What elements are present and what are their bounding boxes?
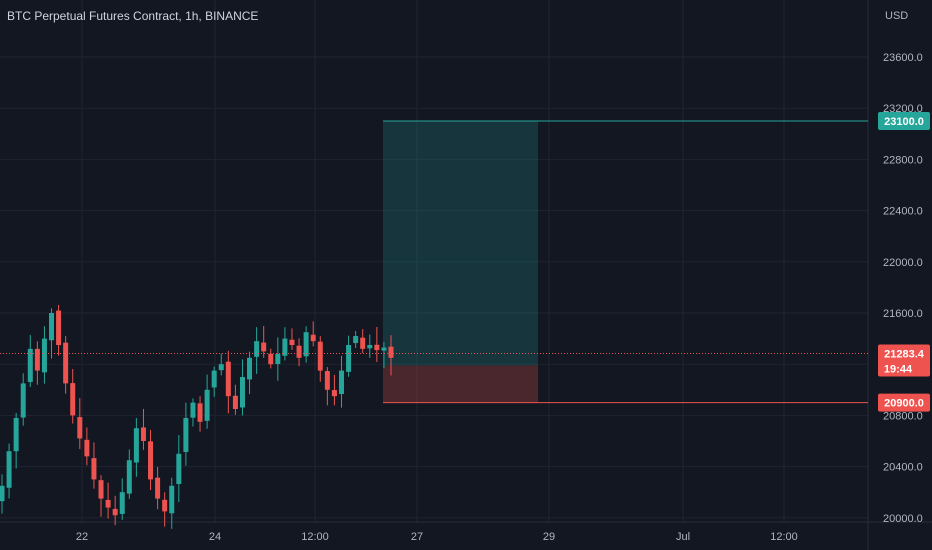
candle-body bbox=[353, 336, 359, 344]
y-tick-label: 20000.0 bbox=[883, 513, 923, 525]
candle-body bbox=[331, 390, 337, 397]
candle-body bbox=[105, 499, 111, 508]
x-tick-label: 12:00 bbox=[301, 531, 329, 543]
stop-price-label: 20900.0 bbox=[884, 398, 924, 410]
x-tick-label: Jul bbox=[676, 531, 690, 543]
y-tick-label: 20800.0 bbox=[883, 410, 923, 422]
candle-body bbox=[197, 403, 203, 422]
x-tick-label: 22 bbox=[76, 531, 88, 543]
candle-body bbox=[119, 492, 125, 514]
price-axis[interactable]: USD 20000.020400.020800.021200.021600.02… bbox=[883, 10, 923, 525]
candle-body bbox=[84, 439, 90, 457]
candle-body bbox=[91, 458, 97, 480]
candle-body bbox=[324, 371, 330, 390]
currency-label: USD bbox=[885, 10, 908, 22]
candle-body bbox=[49, 313, 55, 341]
candle-body bbox=[70, 383, 76, 416]
candle-body bbox=[155, 477, 161, 499]
candle-body bbox=[34, 348, 40, 371]
target-price-badge bbox=[878, 112, 930, 130]
candle-body bbox=[27, 348, 33, 382]
candle-body bbox=[126, 460, 132, 494]
candle-body bbox=[13, 417, 19, 452]
chart-title: BTC Perpetual Futures Contract, 1h, BINA… bbox=[7, 9, 259, 23]
target-price-label: 23100.0 bbox=[884, 116, 924, 128]
price-badges: 23100.0 21283.4 19:44 20900.0 bbox=[878, 112, 930, 412]
candle-body bbox=[296, 345, 302, 358]
y-tick-label: 20400.0 bbox=[883, 462, 923, 474]
y-tick-label: 23600.0 bbox=[883, 52, 923, 64]
candle-body bbox=[254, 341, 260, 357]
candle-body bbox=[63, 342, 69, 384]
candle-body bbox=[211, 370, 217, 388]
candle-body bbox=[98, 480, 104, 499]
candle-body bbox=[275, 353, 281, 365]
price-lines bbox=[0, 120, 868, 404]
candle-body bbox=[162, 499, 168, 512]
candle-body bbox=[41, 338, 47, 373]
stop-zone bbox=[383, 365, 538, 403]
candle-body bbox=[6, 451, 12, 488]
candle-body bbox=[20, 383, 26, 418]
candlestick-series bbox=[0, 304, 394, 529]
candle-body bbox=[204, 389, 210, 421]
candle-body bbox=[268, 353, 274, 365]
y-tick-label: 22400.0 bbox=[883, 206, 923, 218]
candle-body bbox=[176, 453, 182, 484]
position-zones bbox=[383, 121, 538, 403]
candle-body bbox=[261, 342, 267, 352]
candle-body bbox=[367, 345, 373, 349]
candle-countdown: 19:44 bbox=[884, 364, 913, 376]
candle-body bbox=[232, 395, 238, 409]
candle-body bbox=[0, 485, 5, 502]
candle-body bbox=[310, 334, 316, 342]
candle-body bbox=[169, 485, 175, 514]
current-price-badge bbox=[878, 344, 930, 377]
candle-body bbox=[289, 339, 295, 345]
candle-body bbox=[190, 402, 196, 418]
candle-body bbox=[133, 428, 139, 463]
target-zone bbox=[383, 121, 538, 366]
x-tick-label: 29 bbox=[543, 531, 555, 543]
candle-body bbox=[112, 508, 118, 516]
time-axis[interactable]: 22 24 12:00 27 29 Jul 12:00 bbox=[76, 531, 798, 543]
candle-body bbox=[360, 337, 366, 349]
candle-body bbox=[282, 338, 288, 356]
candle-body bbox=[225, 361, 231, 397]
candle-body bbox=[77, 417, 83, 439]
candle-body bbox=[317, 341, 323, 371]
current-price-label: 21283.4 bbox=[884, 349, 925, 361]
candle-body bbox=[346, 345, 352, 372]
candle-body bbox=[338, 370, 344, 394]
x-tick-label: 12:00 bbox=[770, 531, 798, 543]
y-tick-label: 21600.0 bbox=[883, 308, 923, 320]
candle-body bbox=[374, 344, 380, 351]
x-tick-label: 24 bbox=[209, 531, 221, 543]
y-tick-label: 22000.0 bbox=[883, 257, 923, 269]
y-tick-label: 22800.0 bbox=[883, 154, 923, 166]
candle-body bbox=[183, 417, 189, 452]
candle-body bbox=[247, 357, 253, 380]
candle-body bbox=[140, 427, 146, 441]
x-tick-label: 27 bbox=[411, 531, 423, 543]
candle-body bbox=[381, 347, 387, 351]
candle-body bbox=[56, 310, 62, 345]
candle-body bbox=[218, 364, 224, 371]
candle-body bbox=[239, 377, 245, 408]
candle-body bbox=[388, 346, 394, 358]
candle-body bbox=[148, 441, 154, 480]
stop-price-badge bbox=[878, 393, 930, 412]
candle-body bbox=[303, 332, 309, 357]
